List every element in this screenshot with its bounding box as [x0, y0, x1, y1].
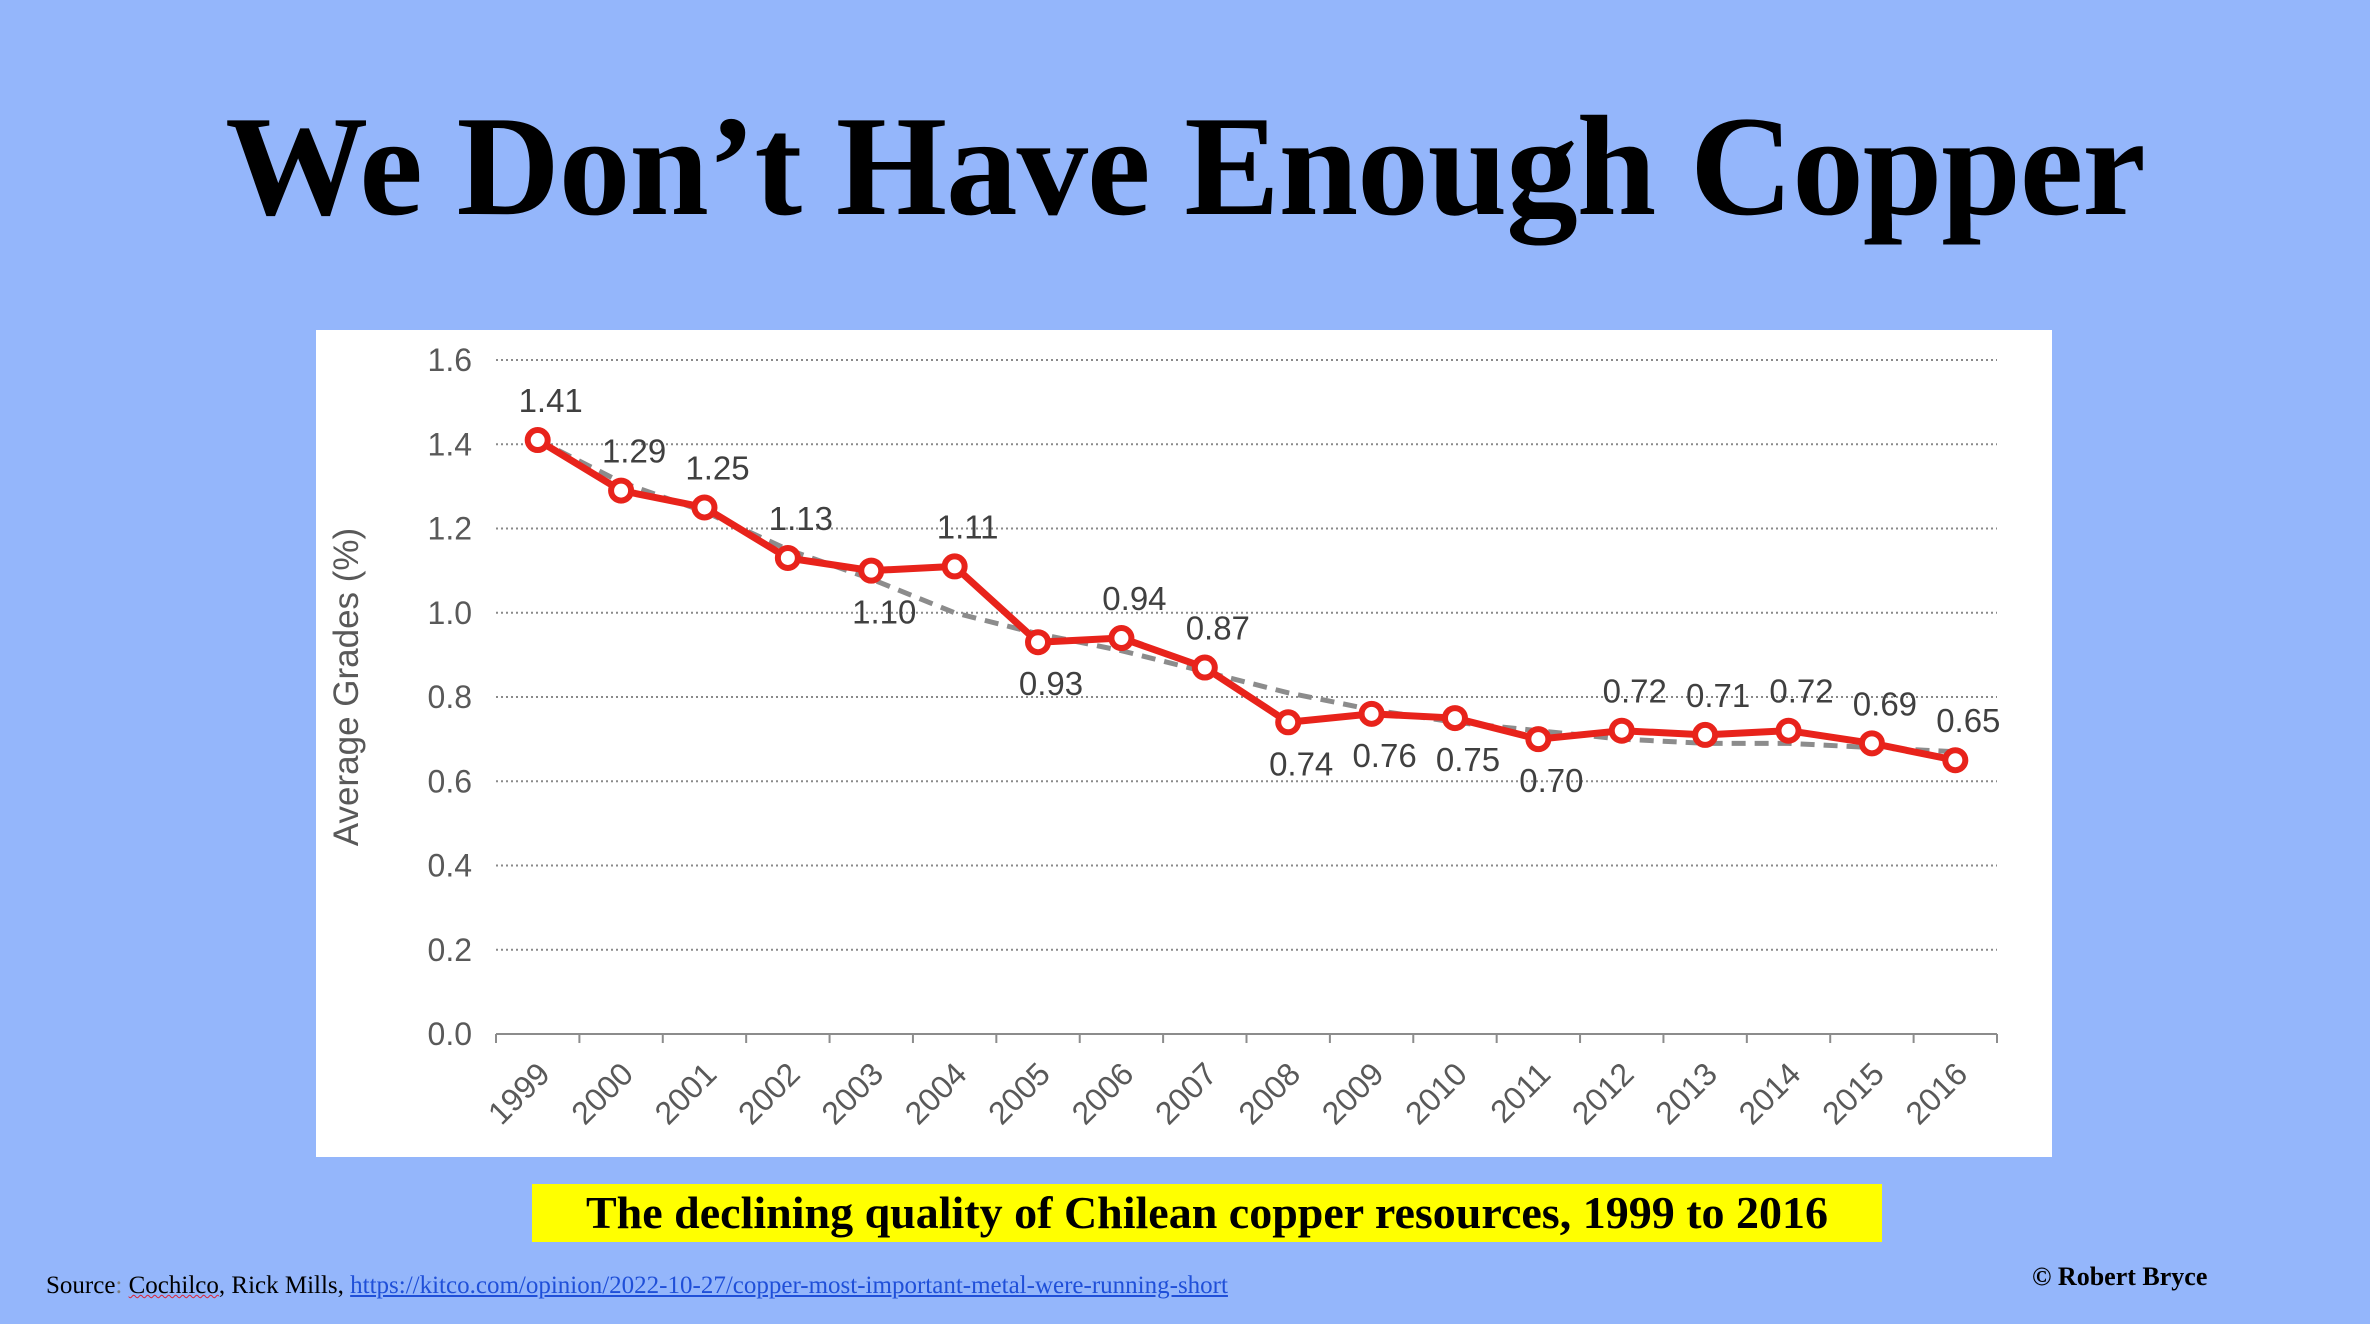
data-label: 1.13: [769, 500, 833, 537]
data-point-marker: [1525, 726, 1552, 753]
x-tick-label: 2013: [1648, 1055, 1724, 1131]
x-tick-label: 2003: [814, 1055, 890, 1131]
x-tick-label: 2009: [1315, 1055, 1391, 1131]
data-point-marker: [1775, 717, 1802, 744]
x-tick-label: 2005: [981, 1055, 1057, 1131]
data-point-marker: [1608, 717, 1635, 744]
y-tick-label: 1.6: [428, 342, 472, 378]
data-point-marker: [691, 494, 718, 521]
data-point-marker: [1275, 709, 1302, 736]
data-point-marker: [1858, 730, 1885, 757]
y-tick-label: 1.2: [428, 511, 472, 547]
source-prefix: Source: [46, 1272, 116, 1299]
x-tick-label: 2015: [1815, 1055, 1891, 1131]
y-tick-label: 0.6: [428, 763, 472, 799]
x-tick-label: 2007: [1148, 1055, 1224, 1131]
y-tick-label: 0.8: [428, 679, 472, 715]
data-point-marker: [1025, 629, 1052, 656]
trend-series: [536, 437, 1956, 755]
x-tick-label: 2001: [648, 1055, 724, 1131]
y-tick-label: 0.2: [428, 932, 472, 968]
x-tick-label: 2006: [1065, 1055, 1141, 1131]
data-label: 1.10: [852, 594, 916, 631]
data-labels: 1.41 1.29 1.25 1.13 1.10 1.11 0.93 0.94 0.87 0.74…: [519, 382, 2001, 799]
data-label: 0.76: [1352, 737, 1416, 774]
data-point-marker: [1692, 721, 1719, 748]
data-point-marker: [774, 544, 801, 571]
data-point-marker: [1108, 625, 1135, 652]
data-point-marker: [1358, 700, 1385, 727]
data-label: 0.74: [1269, 745, 1333, 782]
data-point-marker: [1441, 705, 1468, 732]
y-tick-label: 0.0: [428, 1016, 472, 1052]
chart-caption: The declining quality of Chilean copper …: [532, 1184, 1882, 1242]
source-names: Cochilco: [128, 1272, 219, 1299]
data-label: 0.75: [1436, 741, 1500, 778]
y-tick-label: 1.0: [428, 595, 472, 631]
x-tick-label: 2014: [1732, 1055, 1808, 1131]
source-rest: , Rick Mills,: [218, 1272, 351, 1299]
source-colon: :: [115, 1272, 123, 1299]
source-line: Source: Cochilco, Rick Mills, https://ki…: [46, 1272, 1228, 1300]
data-point-marker: [1942, 747, 1969, 774]
data-label: 1.25: [685, 449, 749, 486]
chart-panel: 0.0 0.2 0.4 0.6 0.8 1.0 1.2 1.4 1.6 1999 2000 2001 2…: [316, 330, 2052, 1157]
x-tick-label: 2012: [1565, 1055, 1641, 1131]
grade-line: [535, 437, 1956, 764]
data-label: 1.41: [519, 382, 583, 419]
data-point-marker: [941, 553, 968, 580]
data-label: 0.93: [1019, 665, 1083, 702]
grade-series: [524, 427, 1969, 774]
x-tick-label: 2008: [1231, 1055, 1307, 1131]
data-label: 0.94: [1102, 580, 1166, 617]
data-label: 1.11: [937, 508, 999, 545]
x-tick-label: 1999: [481, 1055, 557, 1131]
data-label: 0.72: [1603, 673, 1667, 710]
data-label: 0.70: [1519, 762, 1583, 799]
data-point-marker: [524, 427, 551, 454]
data-label: 1.29: [602, 433, 666, 470]
slide-title: We Don’t Have Enough Copper: [225, 87, 2146, 245]
data-label: 0.69: [1853, 685, 1917, 722]
x-tick-label: 2011: [1483, 1055, 1557, 1129]
x-tick-label: 2010: [1398, 1055, 1474, 1131]
y-tick-label: 1.4: [428, 426, 472, 462]
trend-line: [536, 437, 1956, 755]
gridlines: [496, 359, 1997, 951]
data-label: 0.71: [1686, 677, 1750, 714]
x-tick-label: 2002: [731, 1055, 807, 1131]
copyright: © Robert Bryce: [2032, 1262, 2208, 1291]
x-tick-label: 2000: [564, 1055, 640, 1131]
data-label: 0.65: [1936, 702, 2000, 739]
source-link[interactable]: https://kitco.com/opinion/2022-10-27/cop…: [350, 1272, 1228, 1299]
data-point-marker: [608, 477, 635, 504]
y-tick-label: 0.4: [428, 848, 472, 884]
data-point-marker: [1191, 654, 1218, 681]
data-point-marker: [858, 557, 885, 584]
data-label: 0.72: [1769, 673, 1833, 710]
x-tick-label: 2016: [1898, 1055, 1974, 1131]
y-axis-title: Average Grades (%): [327, 528, 366, 846]
data-label: 0.87: [1186, 610, 1250, 647]
x-tick-label: 2004: [898, 1055, 974, 1131]
